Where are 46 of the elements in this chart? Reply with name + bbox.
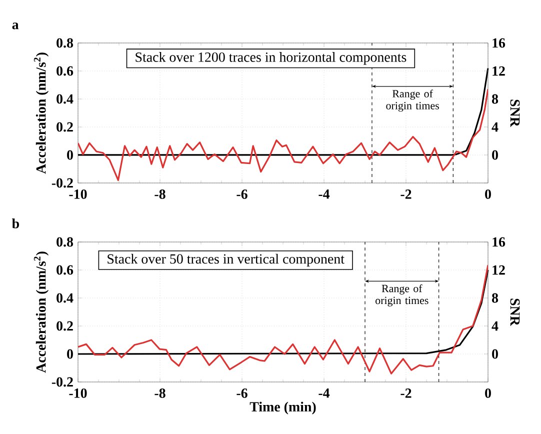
y2-axis-title: SNR [510,100,520,128]
x-tick-label: 0 [485,388,491,398]
annotation: Range of origin times [376,284,428,306]
y2-tick-label: 8 [492,293,498,303]
y2-tick-label: 4 [492,122,498,132]
x-axis-title: Time (min) [250,402,316,414]
annotation: Stack over 1200 traces in horizontal components [136,52,406,65]
y-tick-label: 0.8 [56,237,74,247]
x-tick-label: 0 [485,190,491,199]
y-tick-label: -0.2 [52,377,73,387]
y2-tick-label: 8 [492,94,498,104]
y2-tick-label: 4 [492,321,498,331]
y-tick-label: 0.2 [56,321,73,331]
line-series [78,88,488,181]
y2-axis-title: SNR [510,298,520,326]
x-tick-label: -8 [154,388,166,398]
chart-title: b [12,218,20,228]
y-tick-label: 0.4 [56,94,74,104]
y-tick-label: 0 [67,150,73,160]
y-tick-label: -0.2 [52,178,73,188]
x-tick-label: -8 [154,190,166,199]
x-tick-label: -10 [69,190,87,199]
y2-tick-label: 12 [492,66,505,76]
y2-tick-label: 0 [492,349,498,359]
chart-title: a [12,22,19,30]
y2-tick-label: 0 [492,150,498,160]
y-tick-label: 0.6 [56,66,74,76]
x-tick-label: -6 [236,190,248,199]
x-tick-label: -4 [318,189,330,199]
y-tick-label: 0.2 [56,122,73,132]
y-axis-title: Acceleration (nm/s$^{2}$) [34,252,49,373]
y-tick-label: 0 [67,349,73,359]
x-tick-label: -2 [400,388,412,398]
y-axis-title: Acceleration (nm/s$^{2}$) [34,52,49,174]
x-tick-label: -4 [318,388,330,398]
annotation: Stack over 50 traces in vertical component [108,254,344,267]
annotation: Range of origin times [386,90,439,112]
x-tick-label: -6 [236,388,248,398]
y-tick-label: 0.4 [56,293,74,303]
y2-tick-label: 16 [492,38,506,48]
x-tick-label: -10 [69,388,87,398]
y-tick-label: 0.8 [56,38,74,48]
y-tick-label: 0.6 [56,265,74,275]
y2-tick-label: 16 [492,237,506,247]
x-tick-label: -2 [400,190,412,199]
y2-tick-label: 12 [492,265,505,275]
